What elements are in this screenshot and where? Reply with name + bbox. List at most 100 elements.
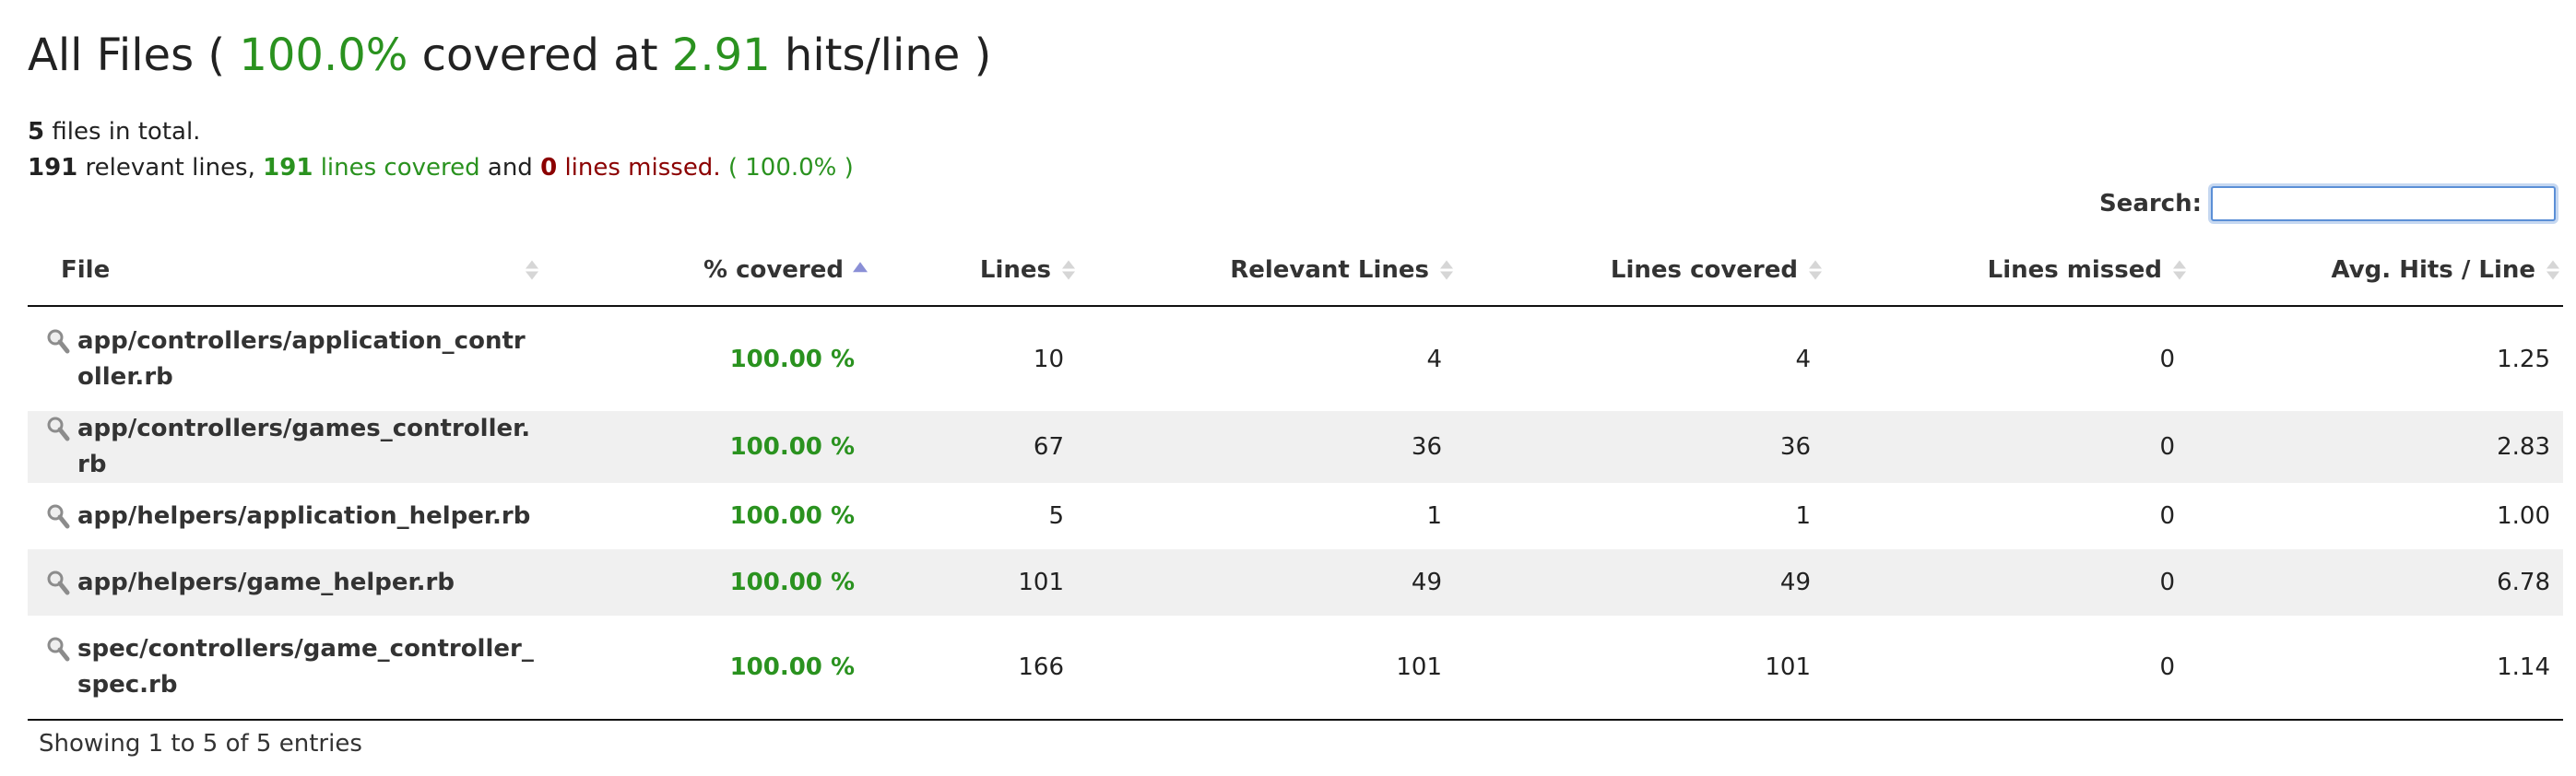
magnifier-icon <box>47 417 70 441</box>
file-cell: app/helpers/application_helper.rb <box>28 483 553 549</box>
page-title: All Files ( 100.0% covered at 2.91 hits/… <box>28 26 991 85</box>
sort-arrows-icon <box>2173 260 2186 280</box>
file-link[interactable]: app/helpers/application_helper.rb <box>77 501 531 530</box>
table-header: File % covered Lines Relevant Lines <box>28 235 2563 307</box>
title-suffix: hits/line ) <box>784 29 992 81</box>
files-summary-line: 5 files in total. <box>28 114 854 150</box>
search-box: Search: <box>2099 186 2556 221</box>
relevant-lines-cell: 36 <box>1411 433 1442 461</box>
missed-lines-count: 0 <box>540 154 558 182</box>
avg-hits-cell: 2.83 <box>2497 433 2550 461</box>
table-row: app/helpers/application_helper.rb 100.00… <box>28 483 2563 549</box>
column-header-lines[interactable]: Lines <box>871 235 1079 307</box>
lines-covered-cell: 49 <box>1779 569 1811 596</box>
table-body: app/controllers/application_controller.r… <box>28 306 2563 721</box>
file-list-table: File % covered Lines Relevant Lines <box>28 235 2563 721</box>
file-link[interactable]: app/controllers/games_controller.rb <box>77 415 531 478</box>
lines-cell: 101 <box>1018 569 1064 596</box>
column-label: Relevant Lines <box>1230 256 1429 284</box>
lines-cell: 10 <box>1033 345 1064 373</box>
sort-arrows-icon <box>1440 260 1453 280</box>
file-cell: app/controllers/games_controller.rb <box>28 411 553 483</box>
percent-covered-cell: 100.00 % <box>729 433 855 461</box>
lines-missed-cell: 0 <box>2159 569 2175 596</box>
table-row: spec/controllers/game_controller_spec.rb… <box>28 616 2563 721</box>
relevant-lines-cell: 49 <box>1411 569 1442 596</box>
avg-hits-cell: 1.25 <box>2497 345 2550 373</box>
table-row: app/controllers/application_controller.r… <box>28 306 2563 411</box>
summary-percent: ( 100.0% ) <box>727 154 854 182</box>
avg-hits-cell: 1.00 <box>2497 502 2550 530</box>
coverage-percent: 100.0% <box>239 29 408 81</box>
column-label: Lines missed <box>1987 256 2162 284</box>
column-header-percent-covered[interactable]: % covered <box>553 235 871 307</box>
coverage-summary: 5 files in total. 191 relevant lines, 19… <box>28 114 854 186</box>
percent-covered-cell: 100.00 % <box>729 345 855 373</box>
column-label: % covered <box>703 256 844 284</box>
file-link[interactable]: app/controllers/application_controller.r… <box>77 326 526 391</box>
magnifier-icon <box>47 504 70 528</box>
relevant-lines-text: relevant lines, <box>85 154 255 182</box>
column-header-lines-covered[interactable]: Lines covered <box>1457 235 1826 307</box>
sort-arrows-icon <box>526 260 538 280</box>
magnifier-icon <box>47 637 70 662</box>
and-text: and <box>487 154 533 182</box>
column-header-avg-hits[interactable]: Avg. Hits / Line <box>2190 235 2563 307</box>
column-label: Avg. Hits / Line <box>2331 256 2535 284</box>
magnifier-icon <box>47 329 70 353</box>
avg-hits-cell: 1.14 <box>2190 616 2563 721</box>
lines-cell: 5 <box>1048 502 1064 530</box>
relevant-lines-cell: 1 <box>1426 502 1442 530</box>
table-row: app/controllers/games_controller.rb 100.… <box>28 411 2563 483</box>
search-label: Search: <box>2098 190 2202 218</box>
file-cell: spec/controllers/game_controller_spec.rb <box>28 616 553 721</box>
lines-covered-cell: 101 <box>1457 616 1826 721</box>
magnifier-icon <box>47 570 70 594</box>
column-label: Lines <box>979 256 1051 284</box>
search-input[interactable] <box>2211 186 2556 221</box>
relevant-lines-count: 191 <box>28 154 78 182</box>
file-cell: app/controllers/application_controller.r… <box>28 306 553 411</box>
lines-missed-cell: 0 <box>2159 433 2175 461</box>
sort-arrows-icon <box>2546 260 2559 280</box>
column-header-relevant-lines[interactable]: Relevant Lines <box>1079 235 1457 307</box>
column-header-file[interactable]: File <box>28 235 553 307</box>
lines-covered-cell: 36 <box>1779 433 1811 461</box>
file-link[interactable]: app/helpers/game_helper.rb <box>77 568 455 596</box>
relevant-lines-cell: 101 <box>1079 616 1457 721</box>
sort-arrows-icon <box>1809 260 1822 280</box>
title-prefix: All Files ( <box>28 29 226 81</box>
relevant-lines-cell: 4 <box>1426 345 1442 373</box>
covered-lines-text: lines covered <box>320 154 480 182</box>
lines-covered-cell: 1 <box>1795 502 1811 530</box>
avg-hits-cell: 6.78 <box>2497 569 2550 596</box>
percent-covered-cell: 100.00 % <box>729 502 855 530</box>
file-link[interactable]: spec/controllers/game_controller_spec.rb <box>77 635 534 699</box>
files-total-text: files in total. <box>52 118 201 146</box>
sort-arrows-icon <box>1062 260 1075 280</box>
lines-missed-cell: 0 <box>1826 616 2190 721</box>
lines-summary-line: 191 relevant lines, 191 lines covered an… <box>28 150 854 186</box>
sort-ascending-icon <box>853 262 868 273</box>
file-list-table-wrapper: File % covered Lines Relevant Lines <box>28 235 2563 721</box>
lines-missed-cell: 0 <box>2159 502 2175 530</box>
lines-covered-cell: 4 <box>1795 345 1811 373</box>
lines-missed-cell: 0 <box>2159 345 2175 373</box>
percent-covered-cell: 100.00 % <box>553 616 871 721</box>
table-header-row: File % covered Lines Relevant Lines <box>28 235 2563 307</box>
table-row: app/helpers/game_helper.rb 100.00 % 101 … <box>28 549 2563 616</box>
file-cell: app/helpers/game_helper.rb <box>28 549 553 616</box>
title-middle: covered at <box>421 29 658 81</box>
column-label: File <box>61 256 111 284</box>
lines-cell: 67 <box>1033 433 1064 461</box>
column-header-lines-missed[interactable]: Lines missed <box>1826 235 2190 307</box>
column-label: Lines covered <box>1610 256 1798 284</box>
covered-lines-count: 191 <box>263 154 313 182</box>
percent-covered-cell: 100.00 % <box>729 569 855 596</box>
hits-per-line: 2.91 <box>671 29 771 81</box>
lines-cell: 166 <box>871 616 1079 721</box>
files-total: 5 <box>28 118 45 146</box>
missed-lines-text: lines missed. <box>564 154 721 182</box>
table-info: Showing 1 to 5 of 5 entries <box>39 730 362 758</box>
